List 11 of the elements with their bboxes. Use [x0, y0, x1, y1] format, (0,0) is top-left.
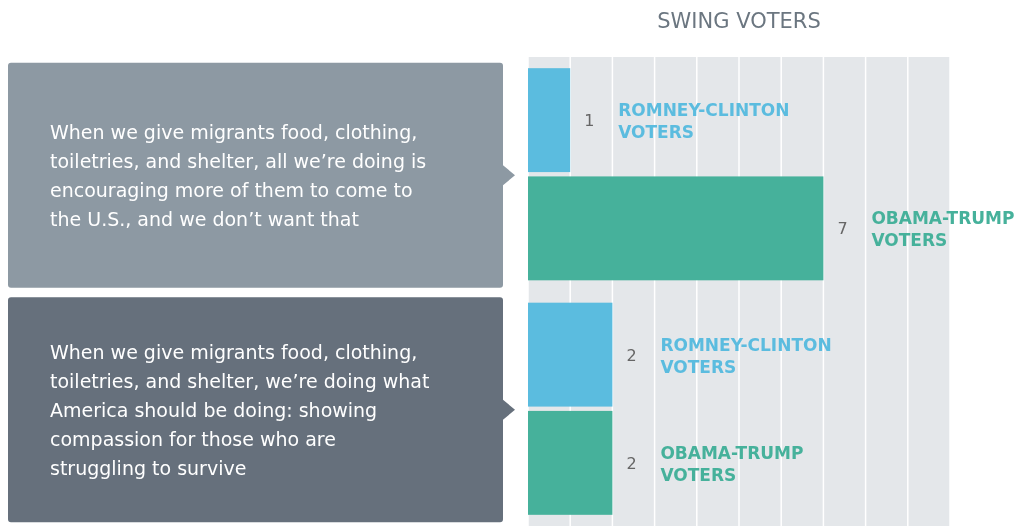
- data-label: 7: [837, 219, 848, 239]
- text: ROMNEY-CLINTON VOTERS: [660, 334, 832, 377]
- text: OBAMA-TRUMP VOTERS: [660, 442, 804, 485]
- data-label: 2: [626, 453, 637, 473]
- data-label: 1: [584, 111, 595, 131]
- chart-title: SWING VOTERS: [657, 9, 821, 33]
- text: OBAMA-TRUMP VOTERS: [871, 208, 1014, 251]
- y-tick-label: When we give migrants food, clothing, toiletries, and shelter, all we’re doing is encouraging more of them to come to the U.S., and we don’t want that: [50, 120, 427, 230]
- data-label: 2: [626, 345, 637, 365]
- text: ROMNEY-CLINTON VOTERS: [618, 100, 790, 143]
- y-tick-label: When we give migrants food, clothing, toiletries, and shelter, we’re doing what America should be doing: showing compassion for those who are struggling to survive: [50, 340, 430, 479]
